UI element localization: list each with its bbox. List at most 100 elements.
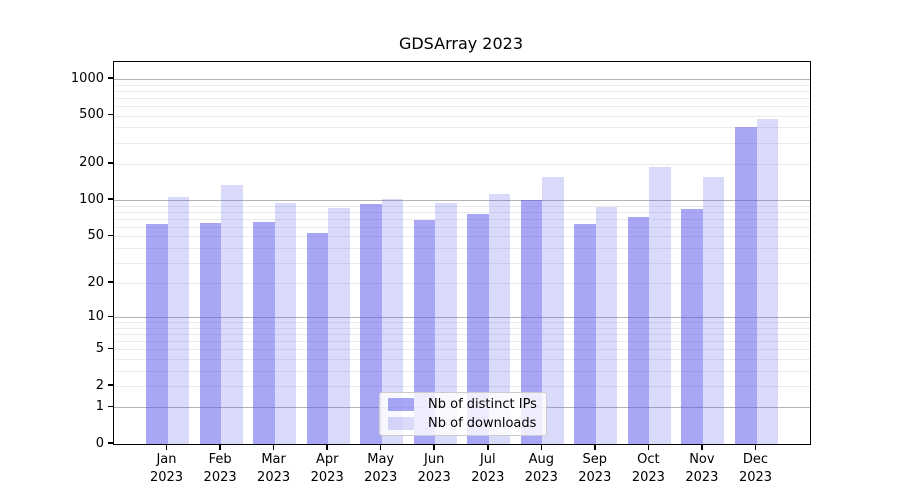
year-label: 2023: [417, 470, 451, 485]
bar-downloads-jan: [167, 197, 189, 444]
minor-gridline: [114, 163, 810, 165]
bar-downloads-dec: [756, 118, 778, 444]
bar-distinct-ips-sep: [574, 223, 596, 444]
x-tick-label-apr: Apr 2023: [297, 451, 357, 487]
y-tick-label: 1000: [70, 70, 104, 86]
y-tick-mark: [108, 315, 113, 318]
major-gridline: [114, 79, 810, 80]
year-label: 2023: [203, 470, 237, 485]
minor-gridline: [114, 327, 810, 329]
x-tick-label-jul: Jul 2023: [458, 451, 518, 487]
bar-distinct-ips-jul: [467, 213, 489, 444]
x-tick-label-may: May 2023: [351, 451, 411, 487]
y-tick-label: 200: [79, 155, 104, 171]
bar-distinct-ips-nov: [681, 209, 703, 444]
minor-gridline: [114, 370, 810, 372]
y-tick-label: 10: [87, 308, 104, 324]
y-tick-label: 1: [95, 398, 104, 414]
minor-gridline: [114, 349, 810, 351]
x-tick-label-nov: Nov 2023: [672, 451, 732, 487]
x-tick-mark: [647, 444, 650, 450]
x-tick-label-sep: Sep 2023: [565, 451, 625, 487]
y-tick-label: 50: [87, 227, 104, 243]
y-tick-mark: [108, 384, 113, 386]
minor-gridline: [114, 341, 810, 343]
x-tick-label-jun: Jun 2023: [404, 451, 464, 487]
x-tick-mark: [326, 444, 328, 450]
y-tick-mark: [108, 281, 113, 283]
bar-downloads-mar: [274, 203, 297, 444]
minor-gridline: [114, 283, 810, 285]
bar-distinct-ips-may: [360, 204, 382, 444]
month-label: Oct: [637, 452, 660, 467]
minor-gridline: [114, 262, 810, 264]
year-label: 2023: [524, 470, 558, 485]
x-tick-mark: [701, 444, 703, 450]
legend-label-distinct-ips: Nb of distinct IPs: [428, 397, 537, 412]
minor-gridline: [114, 142, 810, 144]
bar-downloads-aug: [542, 177, 564, 444]
x-tick-mark: [433, 444, 435, 450]
bar-downloads-oct: [649, 166, 671, 444]
x-tick-label-dec: Dec 2023: [726, 451, 786, 487]
year-label: 2023: [257, 470, 291, 485]
month-label: Jun: [424, 452, 445, 467]
legend-swatch-downloads: [388, 417, 414, 430]
minor-gridline: [114, 115, 810, 117]
x-tick-label-aug: Aug 2023: [511, 451, 571, 487]
y-tick-label: 2: [95, 377, 104, 393]
minor-gridline: [114, 90, 810, 92]
y-tick-label: 20: [87, 274, 104, 290]
bar-distinct-ips-jun: [413, 220, 436, 444]
y-tick-mark: [108, 234, 113, 237]
x-tick-label-jan: Jan 2023: [137, 451, 197, 487]
month-label: Dec: [742, 452, 769, 467]
bar-downloads-jun: [435, 202, 457, 444]
bar-downloads-sep: [595, 206, 618, 444]
y-tick-mark: [108, 405, 113, 408]
year-label: 2023: [364, 470, 398, 485]
y-tick-label: 0: [95, 435, 104, 451]
y-tick-mark: [108, 198, 113, 200]
bar-downloads-nov: [702, 176, 725, 444]
month-label: Apr: [315, 452, 339, 467]
month-label: Mar: [261, 452, 286, 467]
y-tick-label: 5: [95, 340, 104, 356]
major-gridline: [114, 200, 810, 202]
month-label: May: [367, 452, 395, 467]
x-tick-mark: [540, 444, 543, 450]
minor-gridline: [114, 322, 810, 324]
minor-gridline: [114, 211, 810, 213]
minor-gridline: [114, 359, 810, 360]
minor-gridline: [114, 386, 810, 387]
y-tick-mark: [108, 113, 113, 116]
year-label: 2023: [685, 470, 719, 485]
year-label: 2023: [738, 470, 773, 485]
y-tick-label: 500: [79, 107, 104, 123]
x-tick-mark: [272, 444, 275, 450]
chart-title: GDSArray 2023: [398, 34, 524, 53]
y-tick-mark: [108, 77, 113, 79]
bar-distinct-ips-apr: [306, 233, 329, 444]
minor-gridline: [114, 226, 810, 228]
plot-area: Nb of distinct IPs Nb of downloads: [113, 61, 811, 445]
minor-gridline: [114, 127, 810, 129]
bar-downloads-apr: [328, 208, 350, 444]
y-tick-mark: [108, 347, 113, 350]
x-tick-label-oct: Oct 2023: [618, 451, 678, 487]
bar-distinct-ips-jan: [146, 224, 168, 444]
bar-downloads-may: [381, 198, 404, 444]
bar-distinct-ips-dec: [735, 127, 757, 444]
x-tick-label-feb: Feb 2023: [190, 451, 250, 487]
y-tick-mark: [108, 162, 113, 164]
year-label: 2023: [471, 470, 505, 485]
x-tick-mark: [487, 444, 489, 450]
x-tick-mark: [219, 444, 221, 450]
month-label: Aug: [528, 452, 554, 467]
legend: Nb of distinct IPs Nb of downloads: [379, 392, 547, 436]
month-label: Sep: [582, 452, 608, 467]
x-tick-mark: [379, 444, 382, 450]
month-label: Jul: [479, 452, 496, 467]
minor-gridline: [114, 205, 810, 207]
